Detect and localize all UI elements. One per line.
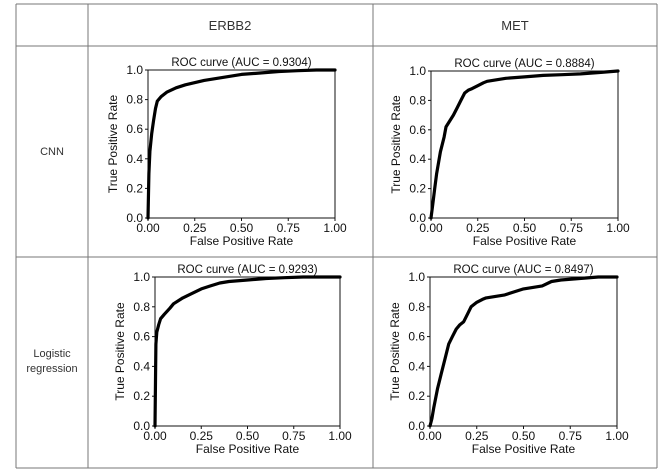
roc-cnn-erbb2-plot: ROC curve (AUC = 0.9304) 0.00 0.25 0.50 0.75…	[106, 57, 347, 248]
roc-logistic-met-title: ROC curve (AUC = 0.8497)	[453, 264, 593, 276]
roc-logistic-met-ytick-label: 0.2	[408, 389, 425, 403]
roc-logistic-erbb2-ylabel: True Positive Rate	[113, 302, 127, 401]
roc-logistic-met-xtick-label: 0.50	[512, 429, 536, 443]
roc-cnn-erbb2-ytick-label: 0.6	[126, 122, 143, 136]
roc-cnn-met-ytick-label: 0.6	[409, 123, 426, 137]
roc-cnn-met-plot: ROC curve (AUC = 0.8884) 0.00 0.25 0.50 0.75…	[389, 58, 630, 248]
roc-logistic-erbb2-ytick-label: 0.0	[133, 419, 150, 433]
roc-cnn-erbb2-xtick-label: 0.25	[183, 221, 207, 235]
roc-cnn-erbb2-curve	[146, 68, 337, 220]
roc-cnn-met-xtick-label: 0.25	[466, 221, 490, 235]
roc-logistic-met-xtick-label: 0.75	[559, 429, 583, 443]
roc-cnn-erbb2-ytick-label: 0.0	[126, 211, 143, 225]
roc-cnn-erbb2-ytick-label: 0.8	[126, 93, 143, 107]
roc-logistic-erbb2-xtick-label: 0.00	[143, 429, 167, 443]
roc-cnn-met-curve	[429, 69, 620, 220]
roc-cnn-met-ytick-label: 0.8	[409, 93, 426, 107]
roc-logistic-erbb2-ytick-label: 0.6	[133, 330, 150, 344]
row-label-regression: regression	[26, 363, 77, 375]
roc-cnn-met-title: ROC curve (AUC = 0.8884)	[454, 58, 594, 70]
roc-cnn-erbb2-xtick-label: 0.50	[230, 221, 254, 235]
roc-cnn-erbb2-frame	[147, 69, 336, 219]
roc-cnn-met-ylabel: True Positive Rate	[389, 95, 403, 194]
roc-cnn-met-ytick-label: 0.4	[409, 152, 426, 166]
roc-logistic-erbb2-xlabel: False Positive Rate	[196, 442, 300, 456]
roc-logistic-met-ytick-label: 0.4	[408, 359, 425, 373]
roc-cnn-met-ytick-label: 1.0	[409, 64, 426, 78]
roc-logistic-erbb2-ytick-label: 0.8	[133, 300, 150, 314]
roc-logistic-met-ytick-label: 1.0	[408, 270, 425, 284]
roc-cnn-met-frame	[430, 70, 619, 219]
roc-logistic-met-xtick-label: 0.00	[418, 429, 442, 443]
roc-logistic-met-ytick-label: 0.0	[408, 419, 425, 433]
roc-logistic-erbb2-curve	[153, 275, 342, 428]
roc-plots: ROC curve (AUC = 0.9304) 0.00 0.25 0.50 0.75…	[106, 57, 630, 456]
roc-logistic-erbb2-ytick-label: 0.4	[133, 359, 150, 373]
roc-logistic-met-ytick-label: 0.8	[408, 300, 425, 314]
column-header-met: MET	[501, 18, 529, 33]
roc-cnn-erbb2-xtick-label: 0.00	[136, 221, 160, 235]
roc-logistic-erbb2-xtick-label: 0.50	[236, 429, 260, 443]
roc-cnn-met-xtick-label: 0.00	[419, 221, 443, 235]
roc-logistic-met-xtick-label: 0.25	[465, 429, 489, 443]
roc-cnn-erbb2-ylabel: True Positive Rate	[106, 95, 120, 194]
roc-cnn-erbb2-ytick-label: 0.4	[126, 152, 143, 166]
roc-logistic-erbb2-ytick-label: 0.2	[133, 389, 150, 403]
roc-logistic-met-plot: ROC curve (AUC = 0.8497) 0.00 0.25 0.50 0.75…	[388, 264, 629, 456]
roc-cnn-met-ytick-label: 0.2	[409, 182, 426, 196]
roc-cnn-erbb2-ytick-label: 1.0	[126, 63, 143, 77]
roc-cnn-erbb2-xlabel: False Positive Rate	[190, 234, 294, 248]
roc-logistic-erbb2-xtick-label: 1.00	[328, 429, 352, 443]
roc-cnn-met-xtick-label: 0.50	[513, 221, 537, 235]
row-label-logistic: Logistic	[33, 348, 71, 360]
roc-cnn-met-xlabel: False Positive Rate	[473, 234, 577, 248]
roc-cnn-met-ytick-label: 0.0	[409, 211, 426, 225]
roc-cnn-erbb2-xtick-label: 0.75	[277, 221, 301, 235]
roc-logistic-met-ylabel: True Positive Rate	[388, 302, 402, 401]
roc-logistic-erbb2-ytick-label: 1.0	[133, 270, 150, 284]
row-label-cnn: CNN	[40, 146, 64, 158]
roc-cnn-met-xtick-label: 1.00	[606, 221, 630, 235]
column-header-erbb2: ERBB2	[209, 18, 252, 33]
roc-cnn-erbb2-title: ROC curve (AUC = 0.9304)	[171, 57, 311, 69]
roc-logistic-met-frame	[429, 276, 618, 427]
roc-logistic-erbb2-title: ROC curve (AUC = 0.9293)	[177, 264, 317, 276]
roc-cnn-met-xtick-label: 0.75	[560, 221, 584, 235]
table-grid	[15, 3, 658, 469]
roc-logistic-met-xlabel: False Positive Rate	[472, 442, 576, 456]
roc-logistic-met-xtick-label: 1.00	[605, 429, 629, 443]
roc-logistic-erbb2-xtick-label: 0.75	[282, 429, 306, 443]
roc-logistic-met-curve	[428, 275, 619, 428]
roc-cnn-erbb2-ytick-label: 0.2	[126, 181, 143, 195]
roc-logistic-met-ytick-label: 0.6	[408, 330, 425, 344]
roc-logistic-erbb2-xtick-label: 0.25	[190, 429, 214, 443]
roc-cnn-erbb2-xtick-label: 1.00	[323, 221, 347, 235]
roc-logistic-erbb2-plot: ROC curve (AUC = 0.9293) 0.00 0.25 0.50 0.75…	[113, 264, 352, 456]
